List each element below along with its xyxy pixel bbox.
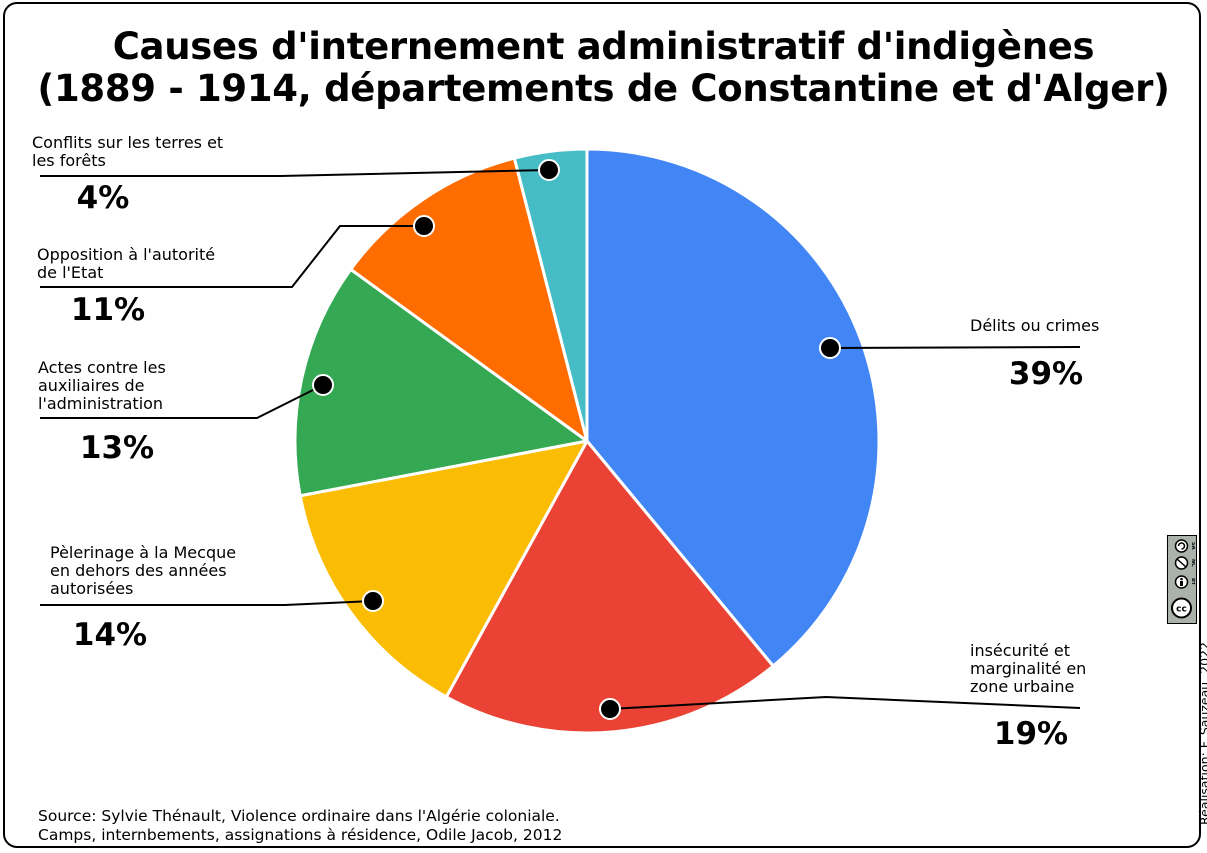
slice-percent-4: 11%	[71, 292, 145, 328]
sa-icon	[1174, 539, 1189, 553]
slice-label-4: Opposition à l'autorité de l'Etat	[37, 245, 215, 282]
pie-slice-4	[349, 156, 589, 443]
by-icon	[1174, 575, 1189, 589]
pie-slice-5	[512, 147, 589, 443]
slice-percent-2: 14%	[73, 617, 147, 653]
leader-dot-4	[413, 215, 435, 237]
slice-percent-5: 4%	[77, 180, 130, 216]
slice-percent-3: 13%	[80, 430, 154, 466]
slice-label-1: insécurité et marginalité en zone urbaine	[970, 641, 1086, 696]
slice-percent-1: 19%	[994, 716, 1068, 752]
slice-label-3: Actes contre les auxiliaires de l'administ…	[38, 358, 166, 413]
chart-frame	[3, 2, 1201, 848]
source-line-1: Source: Sylvie Thénault, Violence ordina…	[38, 807, 560, 825]
pie-slice-1	[444, 439, 775, 735]
nc-icon	[1174, 556, 1189, 570]
pie-slice-2	[298, 439, 589, 699]
license-label-sa: SA	[1190, 542, 1195, 550]
license-label-by: BY	[1190, 578, 1195, 586]
source-line-2: Camps, internbements, assignations à rés…	[38, 826, 563, 844]
svg-text:cc: cc	[1176, 605, 1187, 615]
leader-line-0	[829, 346, 1081, 349]
leader-dot-3	[312, 374, 334, 396]
leader-line-1	[609, 695, 1081, 710]
chart-title-line-1: Causes d'internement administratif d'ind…	[112, 25, 1095, 68]
license-label-nc: NC	[1190, 559, 1195, 567]
cc-icon: cc	[1171, 597, 1192, 619]
leader-line-5	[40, 169, 550, 177]
pie-slice-0	[585, 147, 881, 668]
leader-dot-5	[538, 159, 560, 181]
leader-line-2	[40, 600, 374, 606]
author-credit: Réalisation: F. Sauzeau, 2022	[1197, 642, 1207, 825]
leader-dot-0	[819, 337, 841, 359]
slice-label-2: Pèlerinage à la Mecque en dehors des anné…	[50, 543, 236, 598]
leader-line-3	[40, 384, 324, 419]
leader-dot-1	[599, 698, 621, 720]
slice-percent-0: 39%	[1009, 356, 1083, 392]
license-badge: SA NC BY cc	[1167, 535, 1197, 624]
slice-label-0: Délits ou crimes	[970, 316, 1099, 335]
pie-slice-3	[293, 267, 589, 498]
chart-title-line-2: (1889 - 1914, départements de Constantin…	[37, 67, 1170, 110]
leader-line-4	[40, 225, 424, 288]
slice-label-5: Conflits sur les terres et les forêts	[32, 133, 223, 170]
leader-dot-2	[362, 590, 384, 612]
